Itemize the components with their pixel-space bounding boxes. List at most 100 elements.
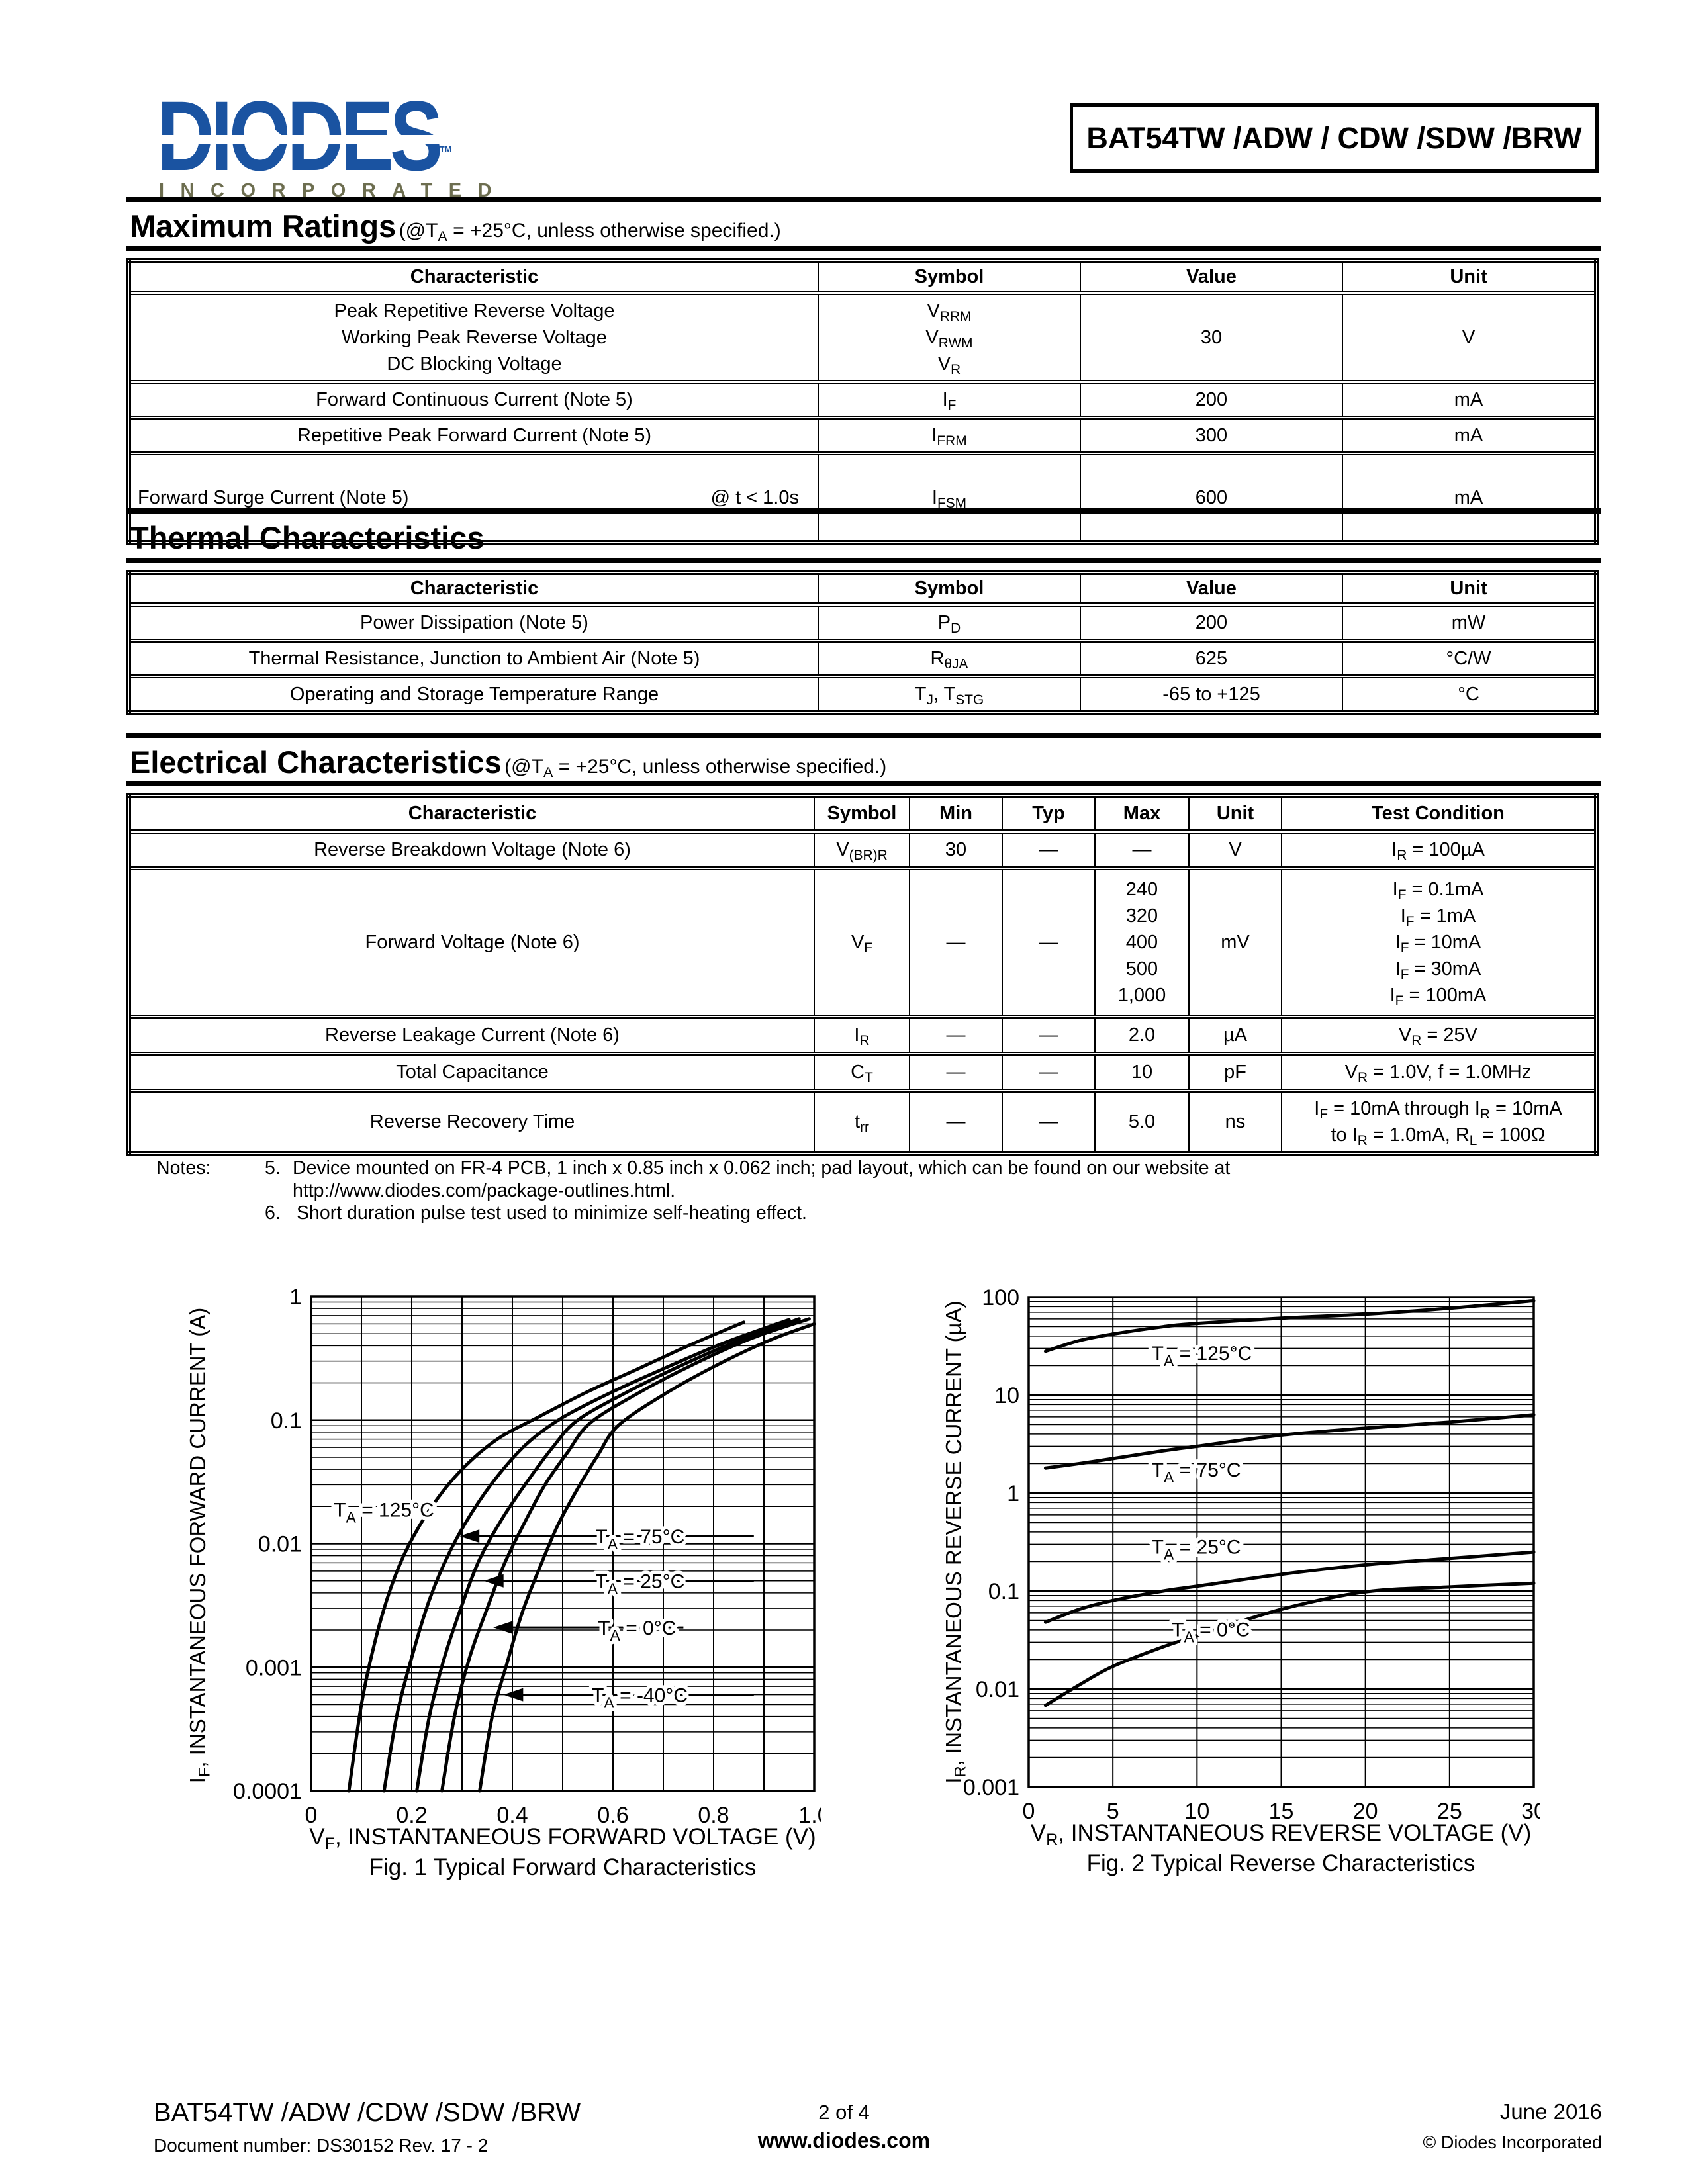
col-min: Min bbox=[909, 796, 1002, 834]
cell-characteristic: Forward Surge Current (Note 5) @ t < 1.0… bbox=[128, 451, 818, 543]
table-row: Power Dissipation (Note 5) PD 200 mW bbox=[128, 602, 1597, 641]
note6-number: 6. bbox=[265, 1203, 281, 1224]
cell-characteristic: Power Dissipation (Note 5) bbox=[128, 602, 818, 641]
x-tick-label: 30 bbox=[1521, 1799, 1540, 1824]
x-tick-label: 1.0 bbox=[798, 1803, 821, 1828]
cell-typ: — bbox=[1002, 1052, 1095, 1091]
cell-max: 5.0 bbox=[1094, 1089, 1189, 1154]
table-row: Forward Continuous Current (Note 5) IF 2… bbox=[128, 380, 1597, 418]
cell-typ: — bbox=[1002, 1089, 1095, 1154]
cell-typ: — bbox=[1002, 866, 1095, 1017]
cell-characteristic: Thermal Resistance, Junction to Ambient … bbox=[128, 639, 818, 676]
characteristic-condition: @ t < 1.0s bbox=[710, 487, 799, 508]
cell-characteristic: Peak Repetitive Reverse Voltage Working … bbox=[128, 291, 818, 382]
cell-symbol: IFRM bbox=[818, 416, 1080, 453]
curve-TA0C bbox=[1043, 1581, 1536, 1707]
y-tick-label: 0.001 bbox=[963, 1775, 1019, 1800]
cell-unit: mA bbox=[1342, 416, 1597, 453]
cell-unit: mA bbox=[1342, 451, 1597, 543]
curve-TA75C bbox=[382, 1318, 791, 1793]
electrical-table: Characteristic Symbol Min Typ Max Unit T… bbox=[126, 793, 1599, 1156]
curve-TA0C bbox=[440, 1317, 811, 1793]
cell-max: 10 bbox=[1094, 1052, 1189, 1091]
cell-value: 600 bbox=[1080, 451, 1342, 543]
fig2-reverse-characteristics-chart: TA = 125°CTA = 75°CTA = 25°CTA = 0°C1001… bbox=[963, 1288, 1540, 1824]
x-tick-label: 0.4 bbox=[496, 1803, 528, 1828]
cell-max: 240 320 400 500 1,000 bbox=[1094, 866, 1189, 1017]
curve-TA25C bbox=[1043, 1550, 1536, 1624]
y-tick-label: 1 bbox=[1007, 1481, 1019, 1506]
cell-characteristic: Total Capacitance bbox=[128, 1052, 814, 1091]
col-unit: Unit bbox=[1342, 261, 1597, 295]
section-rule bbox=[126, 733, 1601, 738]
cell-min: — bbox=[909, 1015, 1002, 1054]
cell-unit: mA bbox=[1342, 380, 1597, 418]
fig1-x-axis-label: VF, INSTANTANEOUS FORWARD VOLTAGE (V) bbox=[309, 1824, 816, 1854]
section-rule bbox=[126, 558, 1601, 563]
footer-document-number: Document number: DS30152 Rev. 17 - 2 bbox=[154, 2135, 489, 2156]
x-tick-label: 0.2 bbox=[396, 1803, 427, 1828]
cell-value: 200 bbox=[1080, 380, 1342, 418]
y-tick-label: 0.0001 bbox=[233, 1779, 302, 1804]
cell-characteristic: Forward Continuous Current (Note 5) bbox=[128, 380, 818, 418]
footer-website-link[interactable]: www.diodes.com bbox=[757, 2128, 931, 2152]
cell-unit: V bbox=[1188, 829, 1282, 868]
characteristic-text: Forward Surge Current (Note 5) bbox=[138, 487, 409, 508]
cell-unit: V bbox=[1342, 291, 1597, 382]
footer-date: June 2016 bbox=[1499, 2099, 1602, 2124]
curve-label: TA = 75°C bbox=[1152, 1459, 1241, 1486]
cell-characteristic: Repetitive Peak Forward Current (Note 5) bbox=[128, 416, 818, 453]
electrical-title: Electrical Characteristics (@TA = +25°C,… bbox=[130, 744, 886, 780]
table-row: Forward Voltage (Note 6) VF — — 240 320 … bbox=[128, 866, 1597, 1017]
cell-unit: mV bbox=[1188, 866, 1282, 1017]
col-unit: Unit bbox=[1342, 572, 1597, 607]
note5-number: 5. bbox=[265, 1158, 281, 1179]
x-tick-label: 15 bbox=[1269, 1799, 1294, 1824]
section-condition: (@TA = +25°C, unless otherwise specified… bbox=[504, 756, 887, 781]
cell-min: — bbox=[909, 1052, 1002, 1091]
col-typ: Typ bbox=[1002, 796, 1095, 834]
cell-value: 200 bbox=[1080, 602, 1342, 641]
x-tick-label: 0.6 bbox=[597, 1803, 628, 1828]
note5-url[interactable]: http://www.diodes.com/package-outlines.h… bbox=[293, 1180, 676, 1201]
cell-symbol: IF bbox=[818, 380, 1080, 418]
cell-unit: ns bbox=[1188, 1089, 1282, 1154]
cell-symbol: IR bbox=[814, 1015, 910, 1054]
y-tick-label: 10 bbox=[994, 1383, 1019, 1408]
section-rule bbox=[126, 781, 1601, 786]
cell-unit: °C bbox=[1342, 674, 1597, 713]
section-heading: Thermal Characteristics bbox=[130, 520, 485, 555]
y-tick-label: 0.1 bbox=[988, 1579, 1019, 1604]
table-row: Total Capacitance CT — — 10 pF VR = 1.0V… bbox=[128, 1052, 1597, 1091]
y-tick-label: 0.01 bbox=[976, 1677, 1019, 1702]
x-tick-label: 10 bbox=[1184, 1799, 1209, 1824]
cell-characteristic: Reverse Recovery Time bbox=[128, 1089, 814, 1154]
trademark-symbol: ™ bbox=[439, 142, 453, 162]
table-row: Reverse Leakage Current (Note 6) IR — — … bbox=[128, 1015, 1597, 1054]
cell-test-condition: VR = 1.0V, f = 1.0MHz bbox=[1281, 1052, 1597, 1091]
max-ratings-title: Maximum Ratings (@TA = +25°C, unless oth… bbox=[130, 208, 781, 244]
cell-unit: °C/W bbox=[1342, 639, 1597, 676]
cell-max: 2.0 bbox=[1094, 1015, 1189, 1054]
curve-TA75C bbox=[1043, 1413, 1536, 1470]
curve-label: TA = 125°C bbox=[334, 1499, 434, 1525]
col-value: Value bbox=[1080, 261, 1342, 295]
cell-min: — bbox=[909, 1089, 1002, 1154]
cell-typ: — bbox=[1002, 829, 1095, 868]
notes-label: Notes: bbox=[156, 1158, 211, 1179]
cell-test-condition: IF = 10mA through IR = 10mA to IR = 1.0mA… bbox=[1281, 1089, 1597, 1154]
table-row: Operating and Storage Temperature Range … bbox=[128, 674, 1597, 713]
section-condition: (@TA = +25°C, unless otherwise specified… bbox=[399, 220, 781, 245]
cell-symbol: CT bbox=[814, 1052, 910, 1091]
table-row: Repetitive Peak Forward Current (Note 5)… bbox=[128, 416, 1597, 453]
cell-value: -65 to +125 bbox=[1080, 674, 1342, 713]
x-tick-label: 5 bbox=[1107, 1799, 1119, 1824]
curve-label: TA = 75°C bbox=[595, 1526, 684, 1553]
fig2-caption: Fig. 2 Typical Reverse Characteristics bbox=[1086, 1850, 1476, 1876]
x-tick-label: 0 bbox=[305, 1803, 318, 1828]
col-characteristic: Characteristic bbox=[128, 796, 814, 834]
curve-label: TA = 25°C bbox=[1152, 1537, 1241, 1563]
curve-label: TA = 0°C bbox=[598, 1617, 676, 1644]
fig2-x-axis-label: VR, INSTANTANEOUS REVERSE VOLTAGE (V) bbox=[1030, 1820, 1532, 1850]
cell-symbol: PD bbox=[818, 602, 1080, 641]
